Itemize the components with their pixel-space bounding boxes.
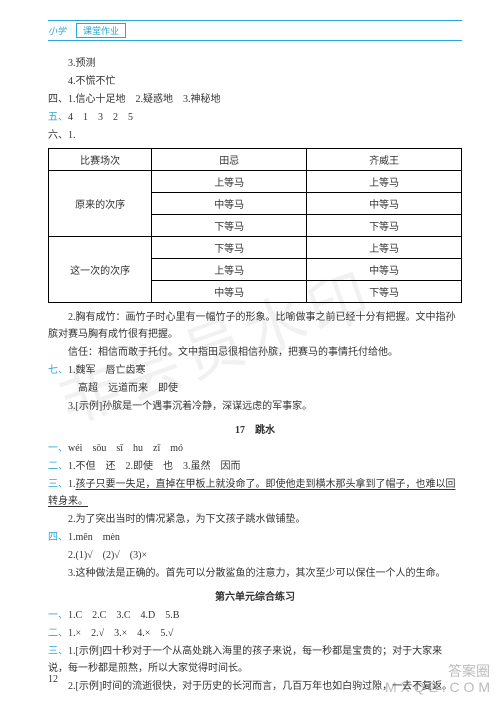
td-rowhead: 原来的次序 (49, 171, 152, 237)
td: 下等马 (152, 237, 307, 259)
th: 齐威王 (307, 149, 462, 171)
text: 4 1 3 2 5 (68, 112, 133, 123)
th: 田忌 (152, 149, 307, 171)
body-line: 五、4 1 3 2 5 (48, 109, 462, 126)
section-marker: 五、 (48, 112, 68, 123)
section-marker: 三、 (48, 479, 68, 490)
body-line: 2.胸有成竹：画竹子时心里有一幅竹子的形象。比喻做事之前已经十分有把握。文中指孙… (48, 309, 462, 343)
text: 1. (68, 479, 76, 490)
section-marker: 四、 (48, 532, 68, 543)
body-line: 3.[示例]孙膑是一个遇事沉着冷静，深谋远虑的军事家。 (48, 398, 462, 415)
body-line: 四、1.mēn mèn (48, 529, 462, 546)
text: 1.不但 还 2.即使 也 3.虽然 因而 (68, 461, 241, 472)
body-line: 2.(1)√ (2)√ (3)× (48, 547, 462, 564)
td: 下等马 (152, 215, 307, 237)
body-line: 高超 远道而来 即使 (48, 380, 462, 397)
header-right: 课堂作业 (76, 23, 126, 38)
td: 下等马 (307, 215, 462, 237)
td: 上等马 (152, 259, 307, 281)
body-line: 3.这种做法是正确的。首先可以分散鲨鱼的注意力，其次至少可以保住一个人的生命。 (48, 565, 462, 582)
text: 1.[示例]四十秒对于一个从高处跳入海里的孩子来说，每一秒都是宝贵的；对于大家来… (48, 646, 442, 674)
td: 上等马 (307, 171, 462, 193)
body-line: 一、1.C 2.C 3.C 4.D 5.B (48, 607, 462, 624)
td: 上等马 (152, 171, 307, 193)
body-line: 二、1.不但 还 2.即使 也 3.虽然 因而 (48, 458, 462, 475)
text: 1.mēn mèn (68, 532, 120, 543)
body-line: 一、wéi sōu sī hu zī mó (48, 440, 462, 457)
table-row: 原来的次序 上等马 上等马 (49, 171, 462, 193)
section-marker: 三、 (48, 646, 68, 657)
body-line: 四、1.信心十足地 2.疑惑地 3.神秘地 (48, 91, 462, 108)
body-line: 2.[示例]时间的流逝很快，对于历史的长河而言，几百万年也如白驹过隙，一去不复返… (48, 678, 462, 695)
th: 比赛场次 (49, 149, 152, 171)
body-line: 三、1.孩子只要一失足，直掉在甲板上就没命了。即使他走到横木那头拿到了帽子，也难… (48, 476, 462, 510)
text: 1.C 2.C 3.C 4.D 5.B (68, 610, 179, 621)
section-title-unit6: 第六单元综合练习 (48, 588, 462, 603)
td: 中等马 (152, 193, 307, 215)
section-marker: 二、 (48, 461, 68, 472)
body-line: 2.为了突出当时的情况紧急，为下文孩子跳水做铺垫。 (48, 511, 462, 528)
section-marker: 一、 (48, 443, 68, 454)
section-marker: 七、 (48, 365, 68, 376)
table-row: 比赛场次 田忌 齐威王 (49, 149, 462, 171)
section-marker: 二、 (48, 628, 68, 639)
body-line: 信任：相信而敢于托付。文中指田忌很相信孙膑，把赛马的事情托付给他。 (48, 344, 462, 361)
section-marker: 一、 (48, 610, 68, 621)
running-header: 小学 课堂作业 (48, 20, 462, 41)
td: 上等马 (307, 237, 462, 259)
text: 1.× 2.√ 3.× 4.× 5.√ (68, 628, 173, 639)
body-line: 三、1.[示例]四十秒对于一个从高处跳入海里的孩子来说，每一秒都是宝贵的；对于大… (48, 643, 462, 677)
body-line: 二、1.× 2.√ 3.× 4.× 5.√ (48, 625, 462, 642)
td: 中等马 (152, 281, 307, 303)
body-line: 七、1.魏军 唇亡齿寒 (48, 362, 462, 379)
text: wéi sōu sī hu zī mó (68, 443, 183, 454)
underlined-text: 孩子只要一失足，直掉在甲板上就没命了。即使他走到横木那头拿到了帽子，也难以回转身… (48, 479, 456, 507)
body-line: 3.预测 (48, 55, 462, 72)
table-row: 这一次的次序 下等马 上等马 (49, 237, 462, 259)
section-title-17: 17 跳水 (48, 421, 462, 436)
td: 中等马 (307, 193, 462, 215)
td: 下等马 (307, 281, 462, 303)
text: 1.魏军 唇亡齿寒 (68, 365, 146, 376)
body-line: 六、1. (48, 127, 462, 144)
td-rowhead: 这一次的次序 (49, 237, 152, 303)
body-line: 4.不慌不忙 (48, 73, 462, 90)
header-left: 小学 (48, 24, 66, 37)
strategy-table: 比赛场次 田忌 齐威王 原来的次序 上等马 上等马 中等马 中等马 下等马 下等… (48, 148, 462, 303)
page-content: 小学 课堂作业 3.预测 4.不慌不忙 四、1.信心十足地 2.疑惑地 3.神秘… (0, 0, 500, 716)
td: 中等马 (307, 259, 462, 281)
